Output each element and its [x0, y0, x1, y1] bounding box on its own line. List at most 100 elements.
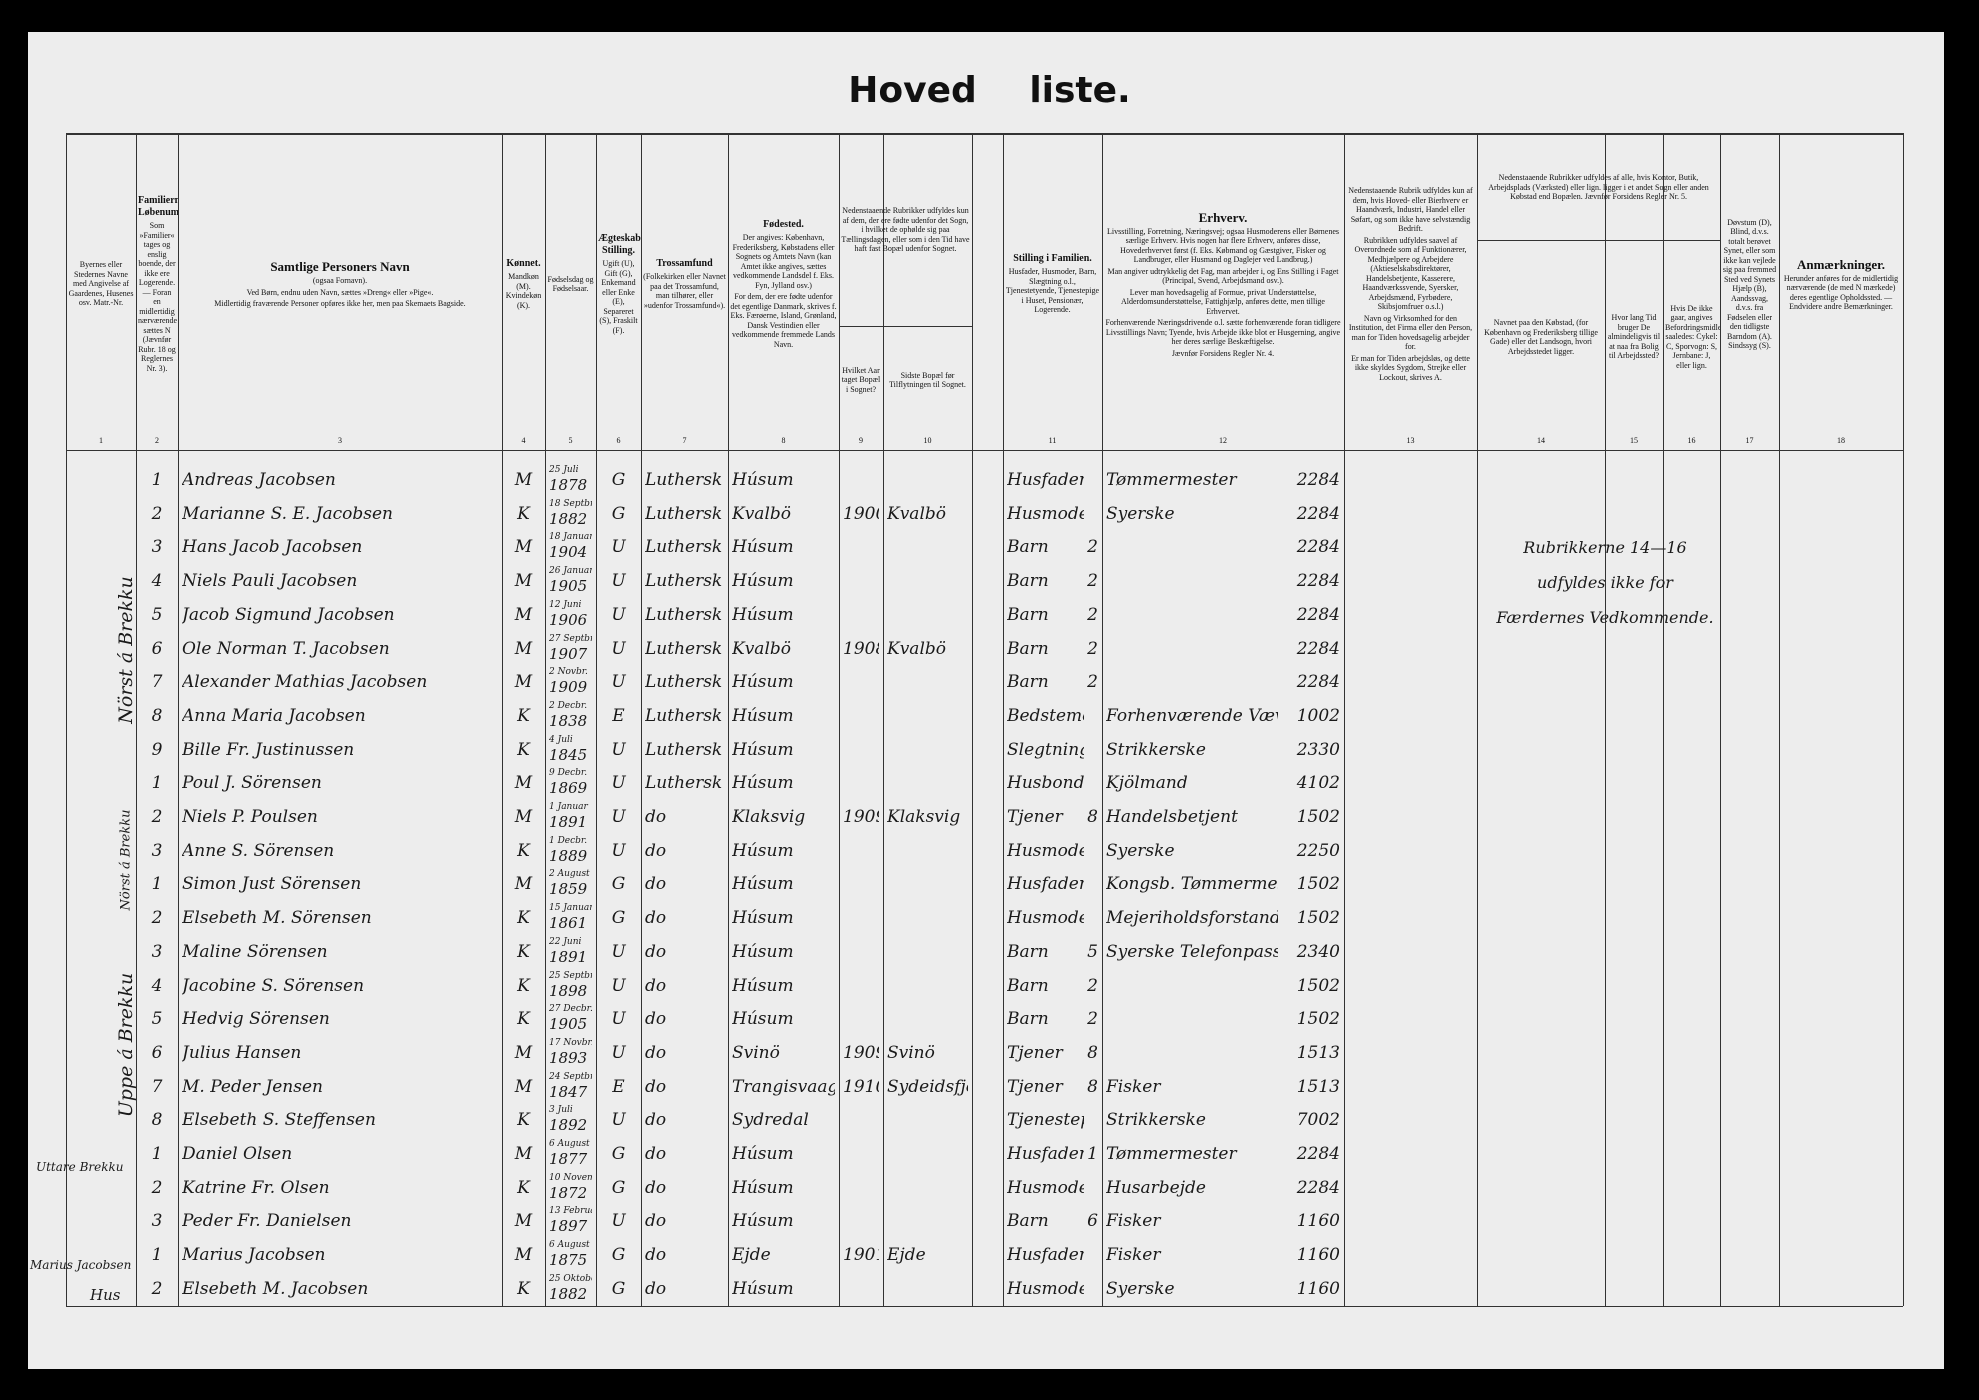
header-text: Familiernes Løbenumre. — [138, 195, 178, 218]
entry-occupation: Mejeriholdsforstander — [1106, 908, 1278, 929]
entry-position: Barn — [1007, 638, 1049, 659]
page-title: Hoved liste. — [848, 70, 1131, 111]
entry-birth-day: 12 Juni — [549, 599, 582, 610]
entry-sex: M — [514, 1144, 533, 1164]
entry-name: Daniel Olsen — [182, 1144, 293, 1164]
entry-birth-day: 26 Januar — [549, 566, 592, 577]
entry-nr: 5 — [151, 604, 163, 625]
entry-code: 7002 — [1296, 1110, 1340, 1131]
remark-line: Færdernes Vedkommende. — [1496, 608, 1714, 627]
side-note: Marius Jacobsen — [30, 1258, 132, 1272]
entry-code: 2330 — [1296, 739, 1340, 760]
entry-nr: 2 — [151, 807, 163, 827]
entry-name: Alexander Mathias Jacobsen — [182, 672, 428, 693]
column-header: Nedenstaaende Rubrik udfyldes kun af dem… — [1344, 140, 1477, 430]
entry-sex: M — [514, 571, 533, 592]
column-number: 11 — [1048, 436, 1057, 445]
entry-name: Anne S. Sörensen — [182, 840, 335, 861]
header-text: Jævnfør Forsidens Regler Nr. 4. — [1171, 348, 1275, 358]
column-header: Navnet paa den Købstad, (for København o… — [1477, 246, 1605, 430]
entry-sex: M — [514, 773, 533, 794]
entry-sex: M — [514, 537, 533, 558]
entry-religion: do — [645, 1245, 667, 1266]
entry-code: 1502 — [1296, 874, 1340, 895]
entry-position-code: 2 — [1087, 638, 1098, 659]
column-number: 12 — [1219, 436, 1227, 445]
column-rule — [641, 133, 642, 1306]
entry-position: Barn — [1007, 1211, 1049, 1232]
entry-occupation: Syerske — [1106, 1278, 1175, 1299]
entry-name: Jacobine S. Sörensen — [182, 975, 365, 996]
entry-name: Niels P. Poulsen — [182, 807, 318, 827]
entry-birth-year: 1859 — [549, 880, 588, 899]
entry-last-residence: Kvalbö — [887, 503, 946, 524]
column-rule — [728, 133, 729, 1306]
entry-last-residence: Kvalbö — [887, 638, 946, 659]
entry-marital: U — [611, 807, 626, 827]
entry-code: 1502 — [1296, 908, 1340, 929]
entry-position: Slegtning — [1007, 739, 1084, 760]
entry-code: 2340 — [1296, 941, 1340, 962]
entry-birth-day: 2 August — [549, 869, 590, 880]
entry-birth-day: 24 Septbr. — [549, 1071, 592, 1082]
entry-religion: do — [645, 1144, 667, 1164]
entry-code: 1160 — [1296, 1211, 1340, 1232]
group-rule — [839, 326, 972, 327]
entry-sex: K — [517, 1110, 530, 1131]
column-header: Trossamfund (Folkekirken eller Navnet paa… — [641, 140, 728, 430]
entry-birth-day: 1 Decbr. — [549, 835, 588, 846]
entry-birth-year: 1869 — [549, 779, 588, 798]
column-rule — [1344, 133, 1345, 1306]
column-header: Samtlige Personers Navn (ogsaa Fornavn). V… — [178, 140, 502, 430]
entry-position: Tjener — [1007, 1042, 1063, 1063]
entry-birth-year: 1875 — [549, 1251, 588, 1270]
entry-position-code: 2 — [1087, 537, 1098, 558]
bottom-rule — [66, 1306, 1903, 1307]
entry-religion: do — [645, 1278, 667, 1299]
entry-religion: do — [645, 1076, 667, 1097]
header-text: Der angives: København, Frederiksberg, K… — [732, 233, 835, 290]
entry-marital: G — [611, 503, 626, 524]
entry-nr: 1 — [151, 773, 163, 794]
entry-birth-day: 6 August — [549, 1240, 590, 1251]
entry-birth-year: 1897 — [549, 1217, 588, 1236]
entry-birth-day: 2 Decbr. — [549, 700, 588, 711]
group-header: Nedenstaaende Rubrikker udfyldes af alle… — [1488, 173, 1709, 202]
column-number: 13 — [1406, 436, 1415, 445]
entry-religion: Luthersk — [645, 604, 723, 625]
entry-last-residence: Ejde — [887, 1245, 926, 1266]
column-number: 15 — [1630, 436, 1638, 445]
entry-marital: U — [611, 941, 626, 962]
entry-birth-day: 2 Novbr. — [549, 667, 588, 678]
entry-position: Husmoder — [1007, 908, 1084, 929]
column-rule — [136, 133, 137, 1306]
entry-position: Tjener — [1007, 807, 1063, 827]
header-bottom-rule — [66, 450, 1903, 451]
entry-code: 1002 — [1296, 705, 1340, 726]
entry-religion: Luthersk — [645, 571, 723, 592]
entry-religion: Luthersk — [645, 638, 723, 659]
column-header: Ægteskabelig Stilling. Ugift (U), Gift (G… — [596, 140, 641, 430]
column-header: Kønnet. Mandkøn (M). Kvindekøn (K). — [502, 140, 545, 430]
entry-marital: U — [611, 739, 626, 760]
entry-birthplace: Húsum — [732, 773, 794, 794]
entry-birth-day: 15 Januar — [549, 903, 592, 914]
entry-birthplace: Kvalbö — [732, 503, 791, 524]
entry-birth-year: 1878 — [549, 476, 588, 494]
entry-name: Ole Norman T. Jacobsen — [182, 638, 390, 659]
entry-sex: M — [514, 874, 533, 895]
entry-nr: 2 — [151, 908, 163, 929]
entry-birth-day: 18 Septbr. — [549, 498, 592, 509]
entry-position: Barn — [1007, 571, 1049, 592]
entry-occupation: Syerske — [1106, 840, 1175, 861]
entry-code: 2284 — [1296, 470, 1340, 490]
entry-position: Husfader — [1007, 1144, 1084, 1164]
header-text: Livsstilling, Forretning, Næringsvej; og… — [1107, 226, 1339, 265]
entry-occupation: Strikkerske — [1106, 739, 1206, 760]
entry-code: 2284 — [1296, 638, 1340, 659]
entry-birth-year: 1838 — [549, 711, 588, 730]
entry-name: Elsebeth S. Steffensen — [182, 1110, 376, 1131]
entry-nr: 1 — [151, 470, 163, 490]
entry-position: Husmoder — [1007, 1177, 1084, 1198]
